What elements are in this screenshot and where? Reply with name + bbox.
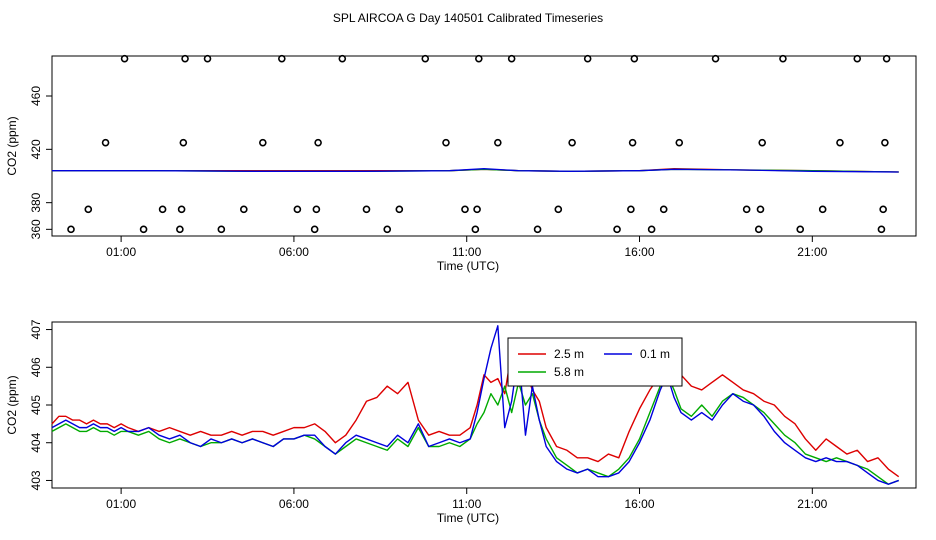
x-tick-label: 06:00	[279, 245, 309, 259]
scatter-point	[362, 205, 371, 214]
scatter-point	[442, 138, 450, 147]
scatter-point	[67, 225, 75, 234]
scatter-point	[494, 138, 502, 147]
scatter-point	[338, 54, 347, 63]
scatter-point	[627, 205, 635, 214]
legend: 2.5 m 0.1 m 5.8 m	[507, 337, 683, 387]
series-line-5-8-m	[51, 374, 899, 485]
scatter-point	[177, 205, 186, 214]
x-tick-label: 11:00	[452, 497, 481, 511]
overlay-line-2	[52, 168, 899, 173]
x-tick-label: 21:00	[797, 245, 827, 259]
y-tick-label: 403	[29, 470, 43, 490]
x-tick-label: 06:00	[279, 497, 309, 511]
page-title: SPL AIRCOA G Day 140501 Calibrated Times…	[333, 11, 603, 25]
x-tick-label: 16:00	[625, 245, 655, 259]
x-tick-label: 11:00	[452, 245, 481, 259]
scatter-point	[240, 205, 248, 214]
scatter-point	[613, 225, 621, 234]
scatter-point	[879, 205, 887, 214]
scatter-point	[101, 138, 110, 147]
scatter-point	[507, 54, 516, 63]
scatter-point	[312, 205, 321, 214]
x-tick-label: 21:00	[797, 497, 827, 511]
scatter-point	[473, 205, 481, 214]
scatter-point	[395, 205, 404, 214]
scatter-point	[179, 138, 188, 147]
series-line-0-1-m	[51, 325, 899, 485]
scatter-point	[533, 225, 542, 234]
x-tick-label: 01:00	[106, 245, 136, 259]
upper-panel-scatter: 01:00 06:00 11:00 16:00 21:00 360 380 420 460 Tim…	[5, 54, 917, 273]
scatter-point	[421, 54, 430, 63]
scatter-point	[84, 205, 93, 214]
legend-entry: 5.8 m	[554, 365, 584, 379]
scatter-point	[568, 138, 576, 147]
scatter-point	[139, 225, 148, 234]
plot-frame	[51, 55, 917, 237]
x-axis-label: Time (UTC)	[437, 259, 499, 273]
scatter-point	[176, 225, 184, 234]
scatter-point	[554, 205, 563, 214]
y-tick-label: 406	[29, 357, 43, 377]
scatter-point	[383, 225, 392, 234]
y-tick-label: 420	[29, 139, 43, 159]
scatter-point	[158, 205, 167, 214]
x-tick-label: 01:00	[106, 497, 136, 511]
scatter-point	[758, 138, 767, 147]
scatter-point	[310, 225, 319, 234]
y-tick-label: 380	[29, 192, 43, 212]
scatter-point	[711, 54, 720, 63]
scatter-point	[659, 205, 668, 214]
legend-entry: 2.5 m	[554, 347, 584, 361]
scatter-point	[278, 54, 286, 63]
y-axis-label: CO2 (ppm)	[5, 375, 19, 434]
x-axis-label: Time (UTC)	[437, 511, 499, 525]
scatter-point	[877, 225, 886, 234]
scatter-point	[475, 54, 483, 63]
plot-frame	[51, 321, 917, 489]
y-tick-label: 404	[29, 432, 43, 452]
scatter-point	[630, 54, 639, 63]
scatter-point	[818, 205, 827, 214]
y-tick-label: 460	[29, 86, 43, 106]
scatter-point	[120, 54, 129, 63]
scatter-point	[881, 138, 889, 147]
scatter-point	[754, 225, 763, 234]
scatter-point	[779, 54, 787, 63]
y-tick-label: 360	[29, 219, 43, 239]
scatter-point	[836, 138, 844, 147]
scatter-point	[882, 54, 891, 63]
scatter-point	[461, 205, 469, 214]
scatter-point	[181, 54, 189, 63]
scatter-point	[583, 54, 592, 63]
scatter-point	[203, 54, 212, 63]
scatter-point	[293, 205, 302, 214]
lower-panel-lines: 01:00 06:00 11:00 16:00 21:00 403 404 405 406 407…	[5, 319, 917, 525]
y-axis-label: CO2 (ppm)	[5, 116, 19, 175]
scatter-point	[675, 138, 684, 147]
series-line-2-5-m	[51, 351, 900, 478]
scatter-point	[853, 54, 862, 63]
scatter-point	[756, 205, 765, 214]
scatter-point	[259, 138, 267, 147]
y-tick-label: 407	[29, 319, 43, 339]
scatter-point	[471, 225, 480, 234]
scatter-point	[647, 225, 656, 234]
scatter-point	[217, 225, 226, 234]
x-tick-label: 16:00	[625, 497, 655, 511]
scatter-point	[314, 138, 322, 147]
scatter-point	[796, 225, 805, 234]
legend-box	[507, 337, 683, 387]
legend-entry: 0.1 m	[640, 347, 670, 361]
y-tick-label: 405	[29, 395, 43, 415]
scatter-point	[742, 205, 751, 214]
scatter-point	[628, 138, 637, 147]
